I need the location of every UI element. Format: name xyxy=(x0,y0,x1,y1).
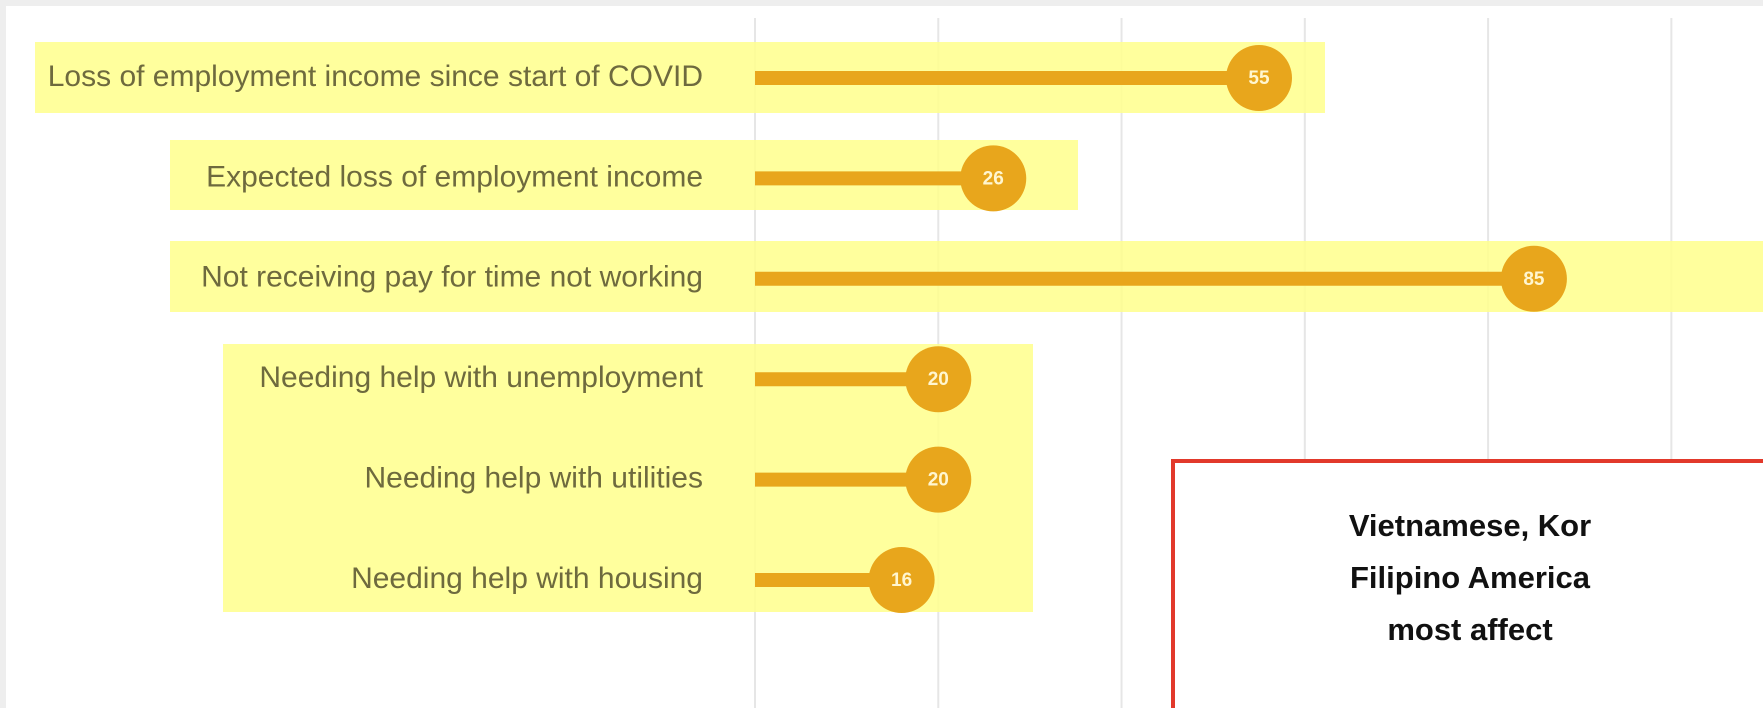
marks: Loss of employment income since start of… xyxy=(48,45,1567,613)
annotation-line: Filipino America xyxy=(1350,560,1591,595)
category-label: Needing help with utilities xyxy=(364,462,703,495)
lollipop: 26 xyxy=(755,145,1027,212)
annotation-line: Vietnamese, Kor xyxy=(1349,508,1591,543)
value-label: 20 xyxy=(928,369,949,390)
lollipop: 85 xyxy=(755,245,1567,312)
annotation-box xyxy=(1171,459,1763,708)
dot xyxy=(960,145,1027,212)
left-border xyxy=(0,0,6,708)
dot xyxy=(1500,245,1567,312)
category-label: Expected loss of employment income xyxy=(206,160,703,193)
dot xyxy=(905,446,972,513)
value-label: 20 xyxy=(928,470,949,491)
category-label: Needing help with unemployment xyxy=(259,361,703,394)
lollipop: 16 xyxy=(755,547,935,613)
dot xyxy=(1226,45,1292,111)
value-label: 16 xyxy=(891,570,912,591)
value-label: 55 xyxy=(1248,68,1270,89)
value-label: 85 xyxy=(1523,269,1545,290)
dot xyxy=(905,346,972,413)
category-label: Not receiving pay for time not working xyxy=(201,261,703,294)
lollipop: 20 xyxy=(755,346,972,413)
value-label: 26 xyxy=(983,168,1004,189)
lollipop: 20 xyxy=(755,446,972,513)
annotation: Vietnamese, Kor Filipino America most affe… xyxy=(1349,508,1591,647)
category-label: Needing help with housing xyxy=(351,562,703,595)
annotation-line: most affect xyxy=(1387,612,1552,647)
dot xyxy=(868,547,935,613)
lollipop: 55 xyxy=(755,45,1292,111)
top-border xyxy=(0,0,1763,6)
category-label: Loss of employment income since start of… xyxy=(48,60,703,93)
